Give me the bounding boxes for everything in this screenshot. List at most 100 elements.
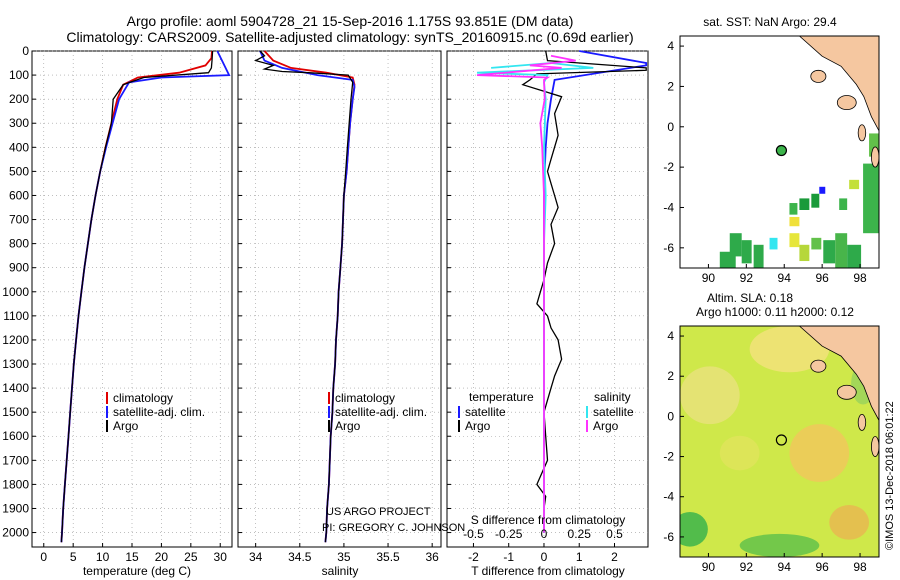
legend-label: satellite-adj. clim. — [113, 405, 205, 419]
x-tick-label: 0 — [40, 550, 47, 564]
sla-blob — [829, 505, 870, 540]
map-y-tick-label: 4 — [667, 329, 674, 343]
map-y-tick-label: 2 — [667, 369, 674, 383]
y-tick-label: 1700 — [2, 453, 29, 467]
sla-blob — [719, 435, 760, 471]
map-y-tick-label: 2 — [667, 79, 674, 93]
x-tick-label: 25 — [184, 550, 198, 564]
map-y-tick-label: -2 — [663, 450, 674, 464]
y-tick-label: 600 — [9, 188, 29, 202]
map-frame — [679, 35, 880, 269]
map-x-tick-label: 94 — [778, 271, 792, 285]
sst-map-panel: 90 92 94 96 98 4 2 0 -2 -4 -6 — [663, 35, 880, 285]
x-tick-label: 36 — [425, 550, 439, 564]
legend-label: Argo — [335, 419, 361, 433]
sla-map-panel: 90 92 94 96 98 4 2 0 -2 -4 -6 — [663, 325, 880, 574]
sla-blob — [749, 326, 830, 373]
map-x-tick-label: 96 — [815, 560, 829, 574]
map-frame — [679, 325, 880, 558]
map-x-tick-label: 96 — [815, 271, 829, 285]
x-tick-label: 2 — [611, 550, 618, 564]
legend-title-temperature: temperature — [469, 390, 534, 404]
island — [871, 436, 879, 457]
argo-position-marker — [775, 144, 788, 157]
map-content — [680, 326, 879, 557]
y-tick-label: 100 — [9, 68, 29, 82]
sumatra-coast — [798, 326, 879, 421]
island — [871, 146, 879, 168]
x-tick-label: 0 — [541, 550, 548, 564]
island — [857, 124, 867, 142]
difference-panel: -2 -1 0 1 2 -0.5 -0.25 0 0.25 0.5 temperature salin… — [446, 50, 649, 564]
x-tick-label: -1 — [503, 550, 514, 564]
sla-map-title: Altim. SLA: 0.18 — [707, 291, 793, 305]
y-tick-label: 1900 — [2, 501, 29, 515]
y-tick-label: 500 — [9, 164, 29, 178]
map-x-tick-label: 98 — [853, 271, 867, 285]
y-tick-label: 1300 — [2, 357, 29, 371]
sst-cell — [839, 198, 848, 210]
sst-cell — [847, 244, 862, 268]
map-y-tick-label: -6 — [663, 241, 674, 255]
map-y-tick-label: 0 — [667, 409, 674, 423]
y-tick-label: 900 — [9, 261, 29, 275]
map-x-tick-label: 94 — [778, 560, 792, 574]
series-line-argo — [60, 50, 214, 543]
legend-label: Argo — [593, 419, 619, 433]
map-y-tick-label: 4 — [667, 39, 674, 53]
sumatra-coast — [798, 36, 879, 131]
y-tick-label: 1400 — [2, 381, 29, 395]
sst-cell — [729, 233, 742, 257]
map-x-tick-label: 92 — [740, 560, 754, 574]
legend-label: Argo — [465, 419, 491, 433]
sst-cell — [823, 240, 836, 264]
t-difference-axis-label: T difference from climatology — [471, 564, 625, 578]
header-line-1: Argo profile: aoml 5904728_21 15-Sep-201… — [127, 13, 574, 29]
island — [836, 95, 857, 111]
x-tick-label: 34.5 — [288, 550, 312, 564]
map-x-tick-label: 90 — [702, 271, 716, 285]
legend-label: satellite — [465, 405, 506, 419]
sst-cell — [719, 251, 736, 268]
sst-cell — [741, 240, 752, 264]
s-tick-label: 0 — [541, 527, 548, 541]
pi-credit: PI: GREGORY C. JOHNSON — [322, 522, 465, 534]
island — [857, 413, 867, 431]
legend-label: climatology — [335, 391, 395, 405]
sst-cell — [789, 216, 800, 227]
island — [810, 359, 827, 373]
y-tick-label: 2000 — [2, 526, 29, 540]
sst-cell — [789, 203, 798, 215]
sst-cell — [863, 163, 879, 234]
temperature-axis-label: temperature (deg C) — [83, 564, 191, 578]
x-tick-label: 35 — [337, 550, 351, 564]
map-y-tick-label: 0 — [667, 120, 674, 134]
y-tick-label: 1600 — [2, 429, 29, 443]
sst-cell — [799, 244, 810, 262]
y-tick-label: 200 — [9, 92, 29, 106]
x-tick-label: 5 — [70, 550, 77, 564]
sst-cell — [869, 133, 879, 157]
series-line-s-argo — [476, 54, 576, 533]
sst-cell — [769, 237, 778, 250]
legend-label: satellite-adj. clim. — [335, 405, 427, 419]
map-x-tick-label: 98 — [853, 560, 867, 574]
map-y-tick-label: -2 — [663, 160, 674, 174]
x-tick-label: 10 — [96, 550, 110, 564]
imos-watermark: ©IMOS 13-Dec-2018 06:01:22 — [884, 401, 896, 550]
sst-map-title: sat. SST: NaN Argo: 29.4 — [703, 15, 837, 29]
y-tick-label: 300 — [9, 116, 29, 130]
sst-cell — [811, 237, 822, 250]
x-tick-label: 20 — [155, 550, 169, 564]
x-tick-label: 34 — [249, 550, 263, 564]
x-tick-label: 30 — [214, 550, 228, 564]
x-tick-label: -2 — [468, 550, 479, 564]
map-x-tick-label: 92 — [740, 271, 754, 285]
sst-cell — [835, 233, 848, 268]
legend-label: climatology — [113, 391, 173, 405]
x-tick-label: 1 — [576, 550, 583, 564]
y-tick-label: 0 — [22, 44, 29, 58]
s-tick-label: -0.25 — [495, 527, 523, 541]
y-tick-label: 1000 — [2, 285, 29, 299]
